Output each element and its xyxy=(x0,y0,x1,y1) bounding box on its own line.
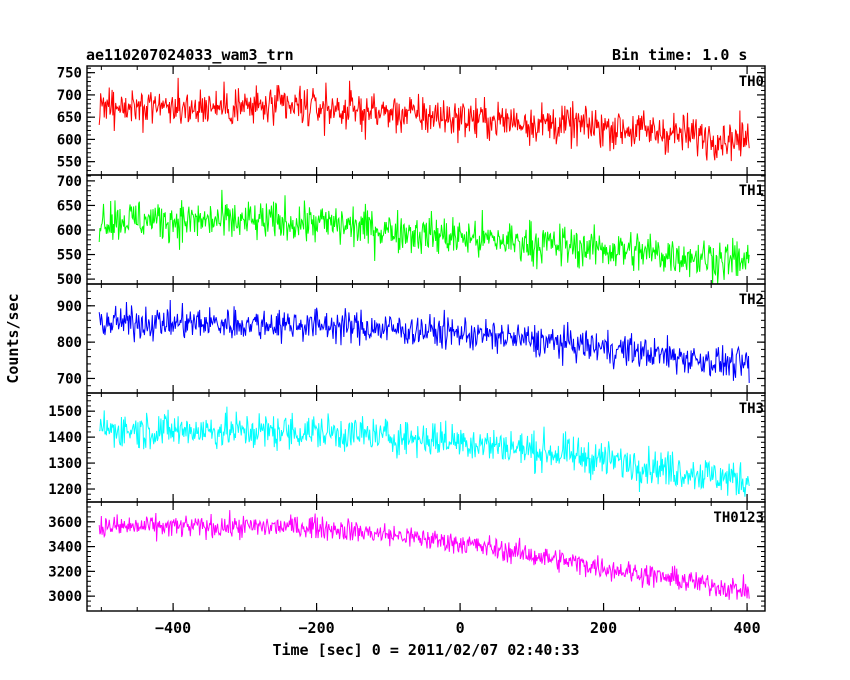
x-tick-label: −200 xyxy=(299,619,335,637)
y-tick-label: 550 xyxy=(57,248,82,264)
y-tick-label: 1300 xyxy=(48,456,82,472)
y-tick-label: 3400 xyxy=(48,540,82,556)
panel-label-th3: TH3 xyxy=(739,401,764,417)
y-tick-label: 3000 xyxy=(48,589,82,605)
x-tick-label: 0 xyxy=(456,619,465,637)
y-tick-label: 600 xyxy=(57,223,82,239)
y-tick-label: 500 xyxy=(57,272,82,288)
bin-time-label: Bin time: 1.0 s xyxy=(612,46,748,64)
series-th0123-line xyxy=(98,510,750,600)
y-axis-label: Counts/sec xyxy=(4,293,22,383)
y-tick-label: 750 xyxy=(57,66,82,82)
y-tick-label: 800 xyxy=(57,335,82,351)
x-axis-label: Time [sec] 0 = 2011/02/07 02:40:33 xyxy=(272,641,579,659)
x-tick-label: −400 xyxy=(155,619,191,637)
y-tick-label: 650 xyxy=(57,198,82,214)
panel-frame-th2 xyxy=(86,283,766,394)
y-tick-label: 1200 xyxy=(48,482,82,498)
y-tick-label: 700 xyxy=(57,371,82,387)
series-th2-line xyxy=(98,299,750,383)
y-tick-label: 1400 xyxy=(48,430,82,446)
chart-title: ae110207024033_wam3_trn xyxy=(86,46,294,64)
y-tick-label: 600 xyxy=(57,132,82,148)
panel-label-th0123: TH0123 xyxy=(713,510,764,526)
panel-frame-th0123 xyxy=(86,501,766,612)
panel-label-th1: TH1 xyxy=(739,183,764,199)
series-th0-line xyxy=(98,77,750,162)
y-tick-label: 700 xyxy=(57,88,82,104)
panel-label-th2: TH2 xyxy=(739,292,764,308)
y-tick-label: 1500 xyxy=(48,404,82,420)
y-tick-label: 3600 xyxy=(48,515,82,531)
panel-label-th0: TH0 xyxy=(739,74,764,90)
y-tick-label: 650 xyxy=(57,110,82,126)
y-tick-label: 3200 xyxy=(48,564,82,580)
x-tick-label: 200 xyxy=(590,619,617,637)
y-tick-label: 700 xyxy=(57,174,82,190)
series-th1-line xyxy=(98,189,750,284)
x-tick-label: 400 xyxy=(734,619,761,637)
y-tick-label: 900 xyxy=(57,299,82,315)
y-tick-label: 550 xyxy=(57,155,82,171)
series-th3-line xyxy=(99,406,750,497)
